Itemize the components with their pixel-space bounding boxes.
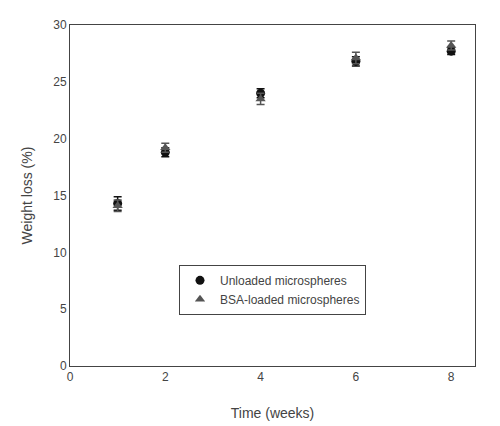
svg-text:Time (weeks): Time (weeks) [231,405,315,421]
svg-text:15: 15 [53,189,67,203]
svg-text:Weight loss (%): Weight loss (%) [19,147,35,245]
svg-text:5: 5 [60,302,67,316]
svg-text:25: 25 [53,75,67,89]
svg-text:20: 20 [53,132,67,146]
svg-text:BSA-loaded microspheres: BSA-loaded microspheres [220,293,359,307]
svg-text:0: 0 [60,359,67,373]
svg-text:6: 6 [353,370,360,384]
svg-text:30: 30 [53,18,67,32]
svg-text:4: 4 [257,370,264,384]
svg-text:Unloaded microspheres: Unloaded microspheres [220,274,347,288]
svg-text:8: 8 [448,370,455,384]
svg-text:10: 10 [53,246,67,260]
svg-text:2: 2 [162,370,169,384]
svg-text:0: 0 [67,370,74,384]
